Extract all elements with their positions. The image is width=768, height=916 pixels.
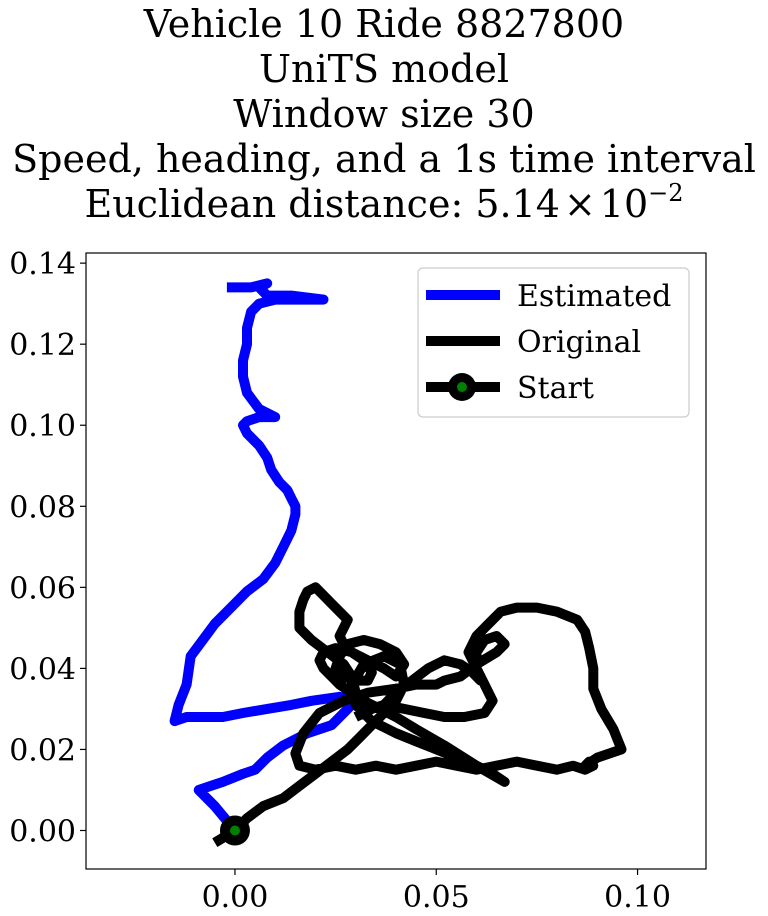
title-line-5: Euclidean distance: 5.14 × 10−2 <box>0 179 768 227</box>
y-tick-label: 0.00 <box>9 815 76 850</box>
series-line-estimated <box>169 278 361 834</box>
x-tick-label: 0.00 <box>202 880 269 915</box>
distance-prefix: Euclidean distance: <box>84 182 476 226</box>
title-line-2: UniTS model <box>259 47 509 91</box>
y-tick-label: 0.02 <box>9 733 76 768</box>
y-tick-label: 0.08 <box>9 490 76 525</box>
x-tick-label: 0.10 <box>604 880 671 915</box>
legend-label-original: Original <box>517 325 641 360</box>
title-line-4: Speed, heading, and a 1s time interval <box>12 137 756 181</box>
distance-times: × <box>563 182 596 226</box>
y-tick-label: 0.04 <box>9 652 76 687</box>
plot-frame <box>85 252 707 870</box>
start-marker-dot <box>229 825 240 836</box>
title-line-1: Vehicle 10 Ride 8827800 <box>143 2 625 46</box>
x-tick-label: 0.05 <box>403 880 470 915</box>
distance-exponent: −2 <box>648 179 684 207</box>
series-line-original <box>212 582 627 847</box>
legend-label-estimated: Estimated <box>517 279 671 314</box>
ticks-layer: 0.00 0.05 0.10 0.00 0.02 0.04 0.06 0.08 0.10 0.12… <box>9 247 671 915</box>
y-tick-label: 0.10 <box>9 409 76 444</box>
y-tick-label: 0.06 <box>9 571 76 606</box>
distance-mantissa: 5.14 <box>475 182 560 226</box>
title-line-3: Window size 30 <box>233 92 535 136</box>
y-tick-label: 0.12 <box>9 328 76 363</box>
legend-swatch-start-dot <box>457 382 467 392</box>
chart-title: Vehicle 10 Ride 8827800 UniTS model Wind… <box>0 2 768 227</box>
legend-label-start: Start <box>517 371 594 406</box>
legend-box <box>417 267 690 418</box>
distance-base: 10 <box>599 182 649 226</box>
legend: Estimated Original Start <box>417 267 690 418</box>
series-layer <box>169 278 627 847</box>
y-tick-label: 0.14 <box>9 247 76 282</box>
